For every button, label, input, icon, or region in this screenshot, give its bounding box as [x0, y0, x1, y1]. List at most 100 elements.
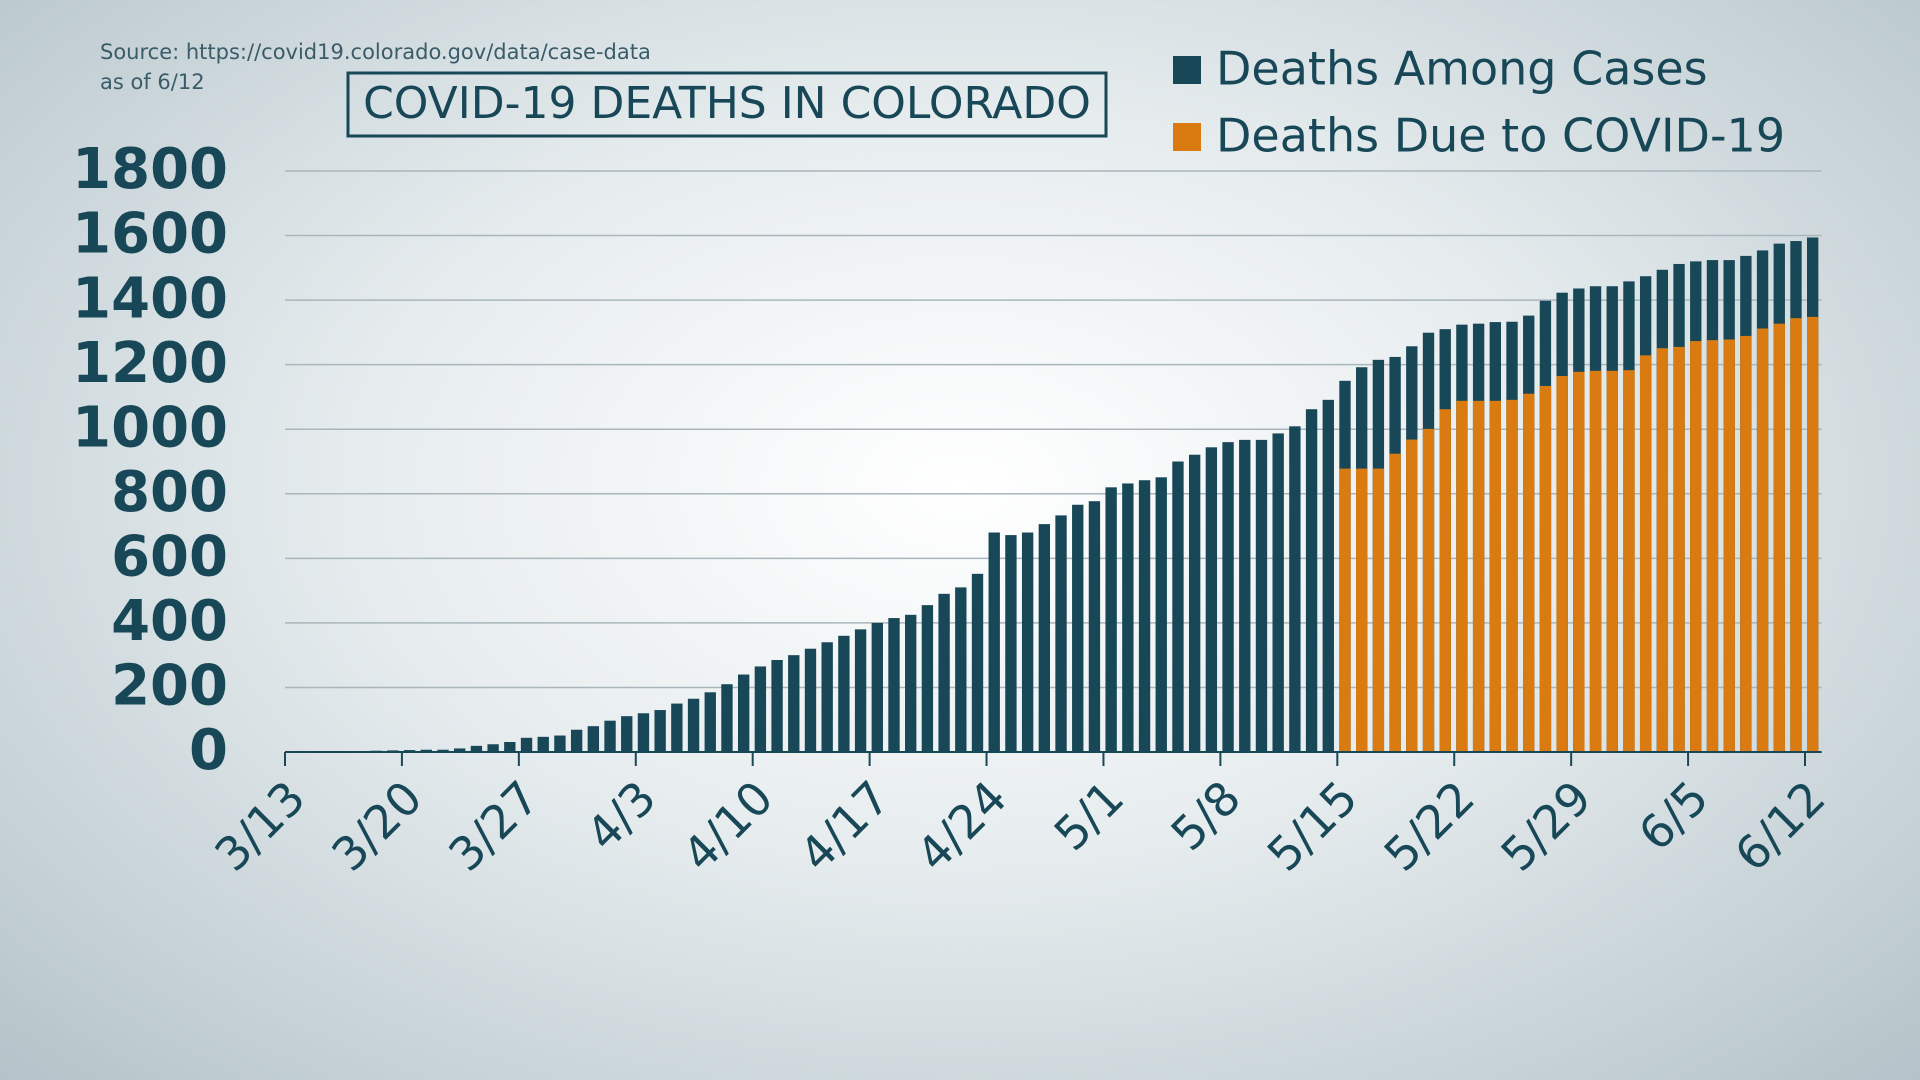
x-tick-label: 4/10 [672, 770, 783, 881]
y-tick-label: 1400 [72, 266, 228, 331]
bar [905, 614, 917, 752]
bar [1088, 501, 1101, 752]
bar [1172, 461, 1184, 752]
bar [1690, 341, 1702, 752]
x-tick-label: 4/17 [789, 770, 900, 881]
bar [604, 720, 616, 752]
bar [721, 684, 733, 752]
bar [1456, 400, 1468, 752]
bar [1289, 426, 1301, 752]
bar [437, 749, 449, 752]
bar [854, 629, 867, 752]
bar [671, 703, 683, 752]
x-tick-label: 4/24 [906, 770, 1017, 881]
bar [1756, 328, 1769, 752]
bar [1673, 346, 1685, 752]
bar [1556, 375, 1568, 752]
legend-label: Deaths Due to COVID-19 [1216, 109, 1785, 163]
bar [1523, 393, 1535, 752]
x-tick-label: 4/3 [576, 770, 667, 861]
bar [838, 635, 850, 752]
x-tick-label: 5/1 [1044, 770, 1135, 861]
bar [504, 741, 516, 752]
x-tick-label: 3/20 [321, 770, 432, 881]
bar [1072, 504, 1084, 752]
bar [971, 573, 984, 752]
date-note: as of 6/12 [100, 70, 205, 94]
bar [804, 648, 817, 752]
bar [1339, 468, 1351, 752]
bar [1489, 400, 1501, 752]
legend-label: Deaths Among Cases [1216, 42, 1708, 96]
bar [1472, 400, 1485, 752]
x-tick-label: 5/29 [1491, 770, 1602, 881]
bar [1656, 348, 1669, 752]
bar [1122, 483, 1134, 752]
bar [1255, 439, 1268, 752]
y-tick-label: 1600 [72, 202, 228, 267]
bar [1389, 453, 1401, 752]
y-tick-label: 600 [111, 524, 228, 589]
bar [737, 674, 750, 752]
chart-title: COVID-19 DEATHS IN COLORADO [363, 78, 1091, 129]
bar [1589, 370, 1602, 752]
x-tick-label: 6/12 [1724, 770, 1835, 881]
bar [1222, 442, 1234, 752]
bar [871, 622, 883, 752]
bar [1506, 399, 1518, 752]
bar [1372, 468, 1385, 752]
bar [1723, 339, 1735, 752]
legend-swatch [1173, 123, 1201, 151]
source: Source: https://covid19.colorado.gov/dat… [100, 40, 651, 64]
bar [788, 655, 800, 752]
bar [754, 666, 767, 752]
bar [921, 605, 934, 752]
bar [520, 737, 533, 752]
bar [771, 660, 783, 752]
bar [1205, 447, 1218, 752]
bar [1021, 532, 1034, 752]
bar [1356, 468, 1368, 752]
bar [1807, 316, 1819, 752]
bar [938, 593, 950, 752]
bar [1188, 454, 1201, 752]
bar [1155, 477, 1167, 752]
bar [1790, 318, 1802, 752]
bar [1272, 433, 1284, 752]
bar [454, 748, 466, 752]
bar [1573, 371, 1585, 752]
bar [1138, 480, 1151, 752]
bar [537, 736, 549, 752]
bar [487, 744, 499, 752]
bar [687, 698, 700, 752]
x-tick-label: 3/27 [438, 770, 549, 881]
title-box [346, 71, 1108, 138]
bar [1239, 439, 1251, 752]
bar [888, 618, 900, 752]
y-tick-label: 800 [111, 460, 228, 525]
bar [1439, 409, 1451, 752]
bar [1038, 524, 1051, 752]
legend-swatch [1173, 56, 1201, 84]
bar [654, 710, 666, 752]
x-tick-label: 6/5 [1628, 770, 1719, 861]
bar [637, 713, 650, 752]
bar [1606, 370, 1618, 752]
bar [704, 692, 716, 752]
y-tick-label: 0 [189, 718, 228, 783]
bar [1005, 535, 1017, 752]
bar [1740, 335, 1752, 752]
bar [1422, 428, 1435, 752]
bar [1406, 439, 1418, 752]
bar [1773, 323, 1785, 752]
y-tick-label: 400 [111, 589, 228, 654]
bar [420, 749, 432, 752]
bar [621, 716, 633, 752]
bar [470, 745, 483, 752]
bar [1105, 487, 1117, 752]
x-tick-label: 5/15 [1257, 770, 1368, 881]
bar [554, 735, 566, 752]
bar [955, 587, 967, 752]
bar [1305, 409, 1318, 752]
